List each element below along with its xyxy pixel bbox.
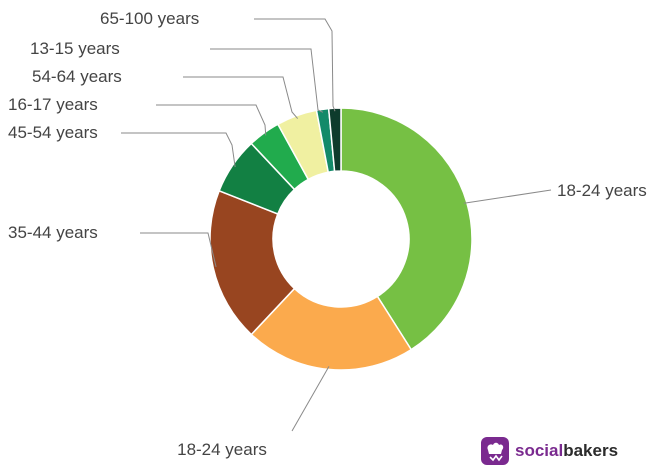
donut-slice <box>340 107 473 351</box>
slice-label: 45-54 years <box>8 123 98 142</box>
slice-label: 54-64 years <box>32 67 122 86</box>
donut-slice <box>250 287 413 371</box>
slice-label: 18-24 years <box>177 440 267 459</box>
brand-name-prefix: social <box>515 441 563 460</box>
brand-name: socialbakers <box>515 441 618 460</box>
slices <box>209 107 473 371</box>
donut-slice <box>209 189 296 336</box>
donut-slice <box>327 107 342 173</box>
leader-line <box>210 48 324 113</box>
brand-logo: socialbakers <box>481 437 618 465</box>
leader-lines <box>121 18 552 432</box>
leader-line <box>291 366 330 432</box>
brand-name-suffix: bakers <box>563 441 618 460</box>
slice-label: 65-100 years <box>100 9 199 28</box>
leader-line <box>121 132 236 168</box>
leader-line <box>140 232 217 268</box>
leader-line <box>183 76 299 119</box>
leader-line <box>156 104 267 136</box>
slice-label: 13-15 years <box>30 39 120 58</box>
leader-line <box>463 189 552 204</box>
slice-label: 16-17 years <box>8 95 98 114</box>
slice-label: 18-24 years <box>557 181 647 200</box>
slice-label: 35-44 years <box>8 223 98 242</box>
slice-labels: 18-24 years 18-24 years 35-44 years 45-54 y… <box>8 9 647 459</box>
leader-line <box>254 18 336 112</box>
